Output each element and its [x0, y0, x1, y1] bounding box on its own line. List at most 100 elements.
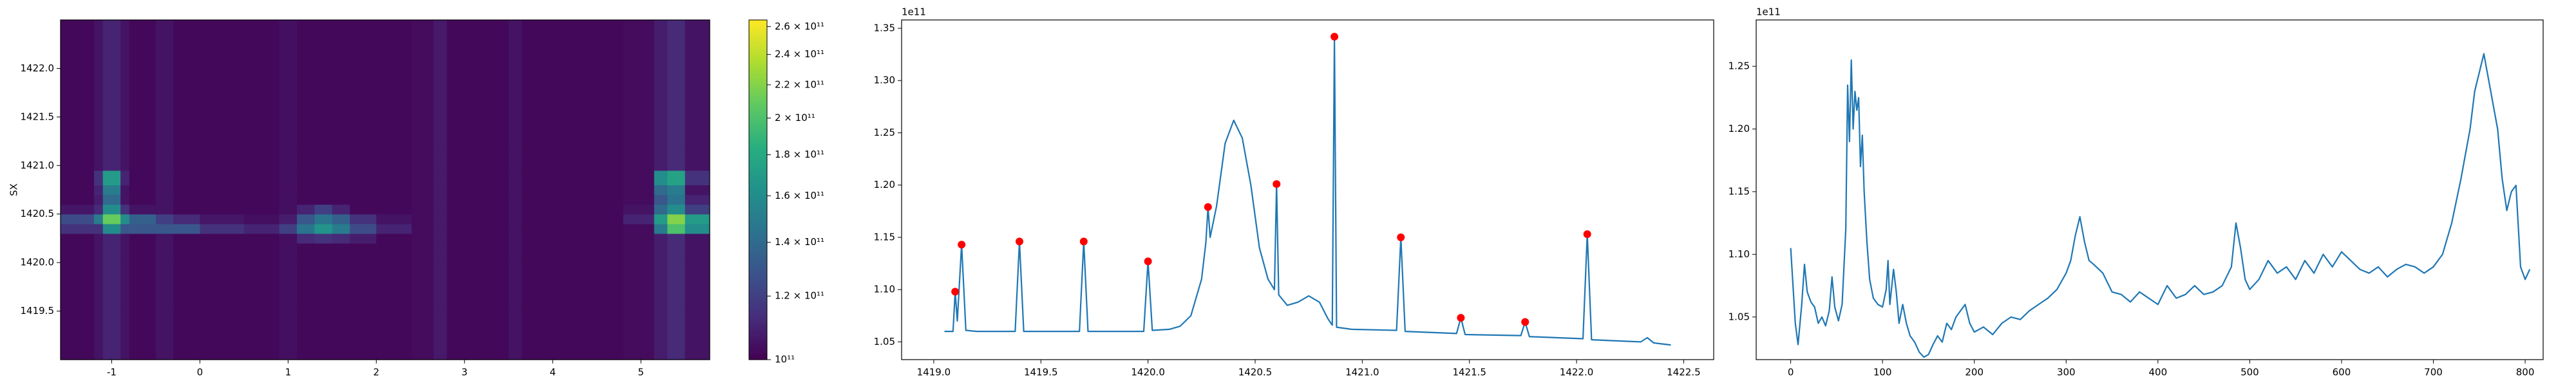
heatmap-cell: [446, 20, 483, 59]
colorbar-gradient: [749, 337, 767, 340]
heatmap-cell: [522, 185, 571, 196]
colorbar-gradient: [749, 152, 767, 155]
colorbar-gradient: [749, 72, 767, 75]
heatmap-cell: [94, 20, 104, 59]
heatmap-cell: [482, 311, 509, 360]
heatmap-cell: [446, 185, 483, 196]
heatmap-cell: [570, 59, 624, 98]
colorbar-gradient: [749, 279, 767, 282]
heatmap-cell: [433, 170, 448, 186]
colorbar-tick-label: 1.6 × 10¹¹: [775, 190, 824, 201]
heatmap-cell: [482, 214, 509, 225]
heatmap-cell: [155, 262, 174, 312]
heatmap-cell: [482, 59, 509, 98]
x-tick-label: 200: [1965, 367, 1984, 378]
heatmap-cell: [350, 97, 377, 147]
colorbar-gradient: [749, 137, 767, 140]
colorbar-gradient: [749, 156, 767, 158]
heatmap-cell: [654, 243, 668, 263]
heatmap-cell: [482, 194, 509, 205]
y-tick-label: 1.15: [1728, 185, 1750, 197]
heatmap-cell: [243, 97, 280, 147]
heatmap-cell: [279, 311, 298, 360]
heatmap-cell: [314, 204, 333, 215]
colorbar-gradient: [749, 91, 767, 94]
colorbar-gradient: [749, 147, 767, 150]
colorbar-gradient: [749, 349, 767, 352]
colorbar-gradient: [749, 188, 767, 190]
heatmap-cell: [297, 170, 316, 186]
x-tick-label: 5: [638, 367, 644, 378]
colorbar-gradient: [749, 278, 767, 280]
colorbar-gradient: [749, 120, 767, 122]
heatmap-cell: [376, 146, 412, 171]
y-tick-label: 1.20: [874, 179, 895, 190]
heatmap-cell: [102, 204, 121, 215]
heatmap-cell: [200, 214, 245, 225]
colorbar-gradient: [749, 201, 767, 204]
heatmap-cell: [314, 194, 333, 205]
heatmap-cell: [279, 214, 298, 225]
heatmap-cell: [376, 243, 412, 263]
heatmap-cell: [412, 170, 434, 186]
heatmap-cell: [482, 146, 509, 171]
colorbar-gradient: [749, 354, 767, 357]
colorbar-gradient: [749, 310, 767, 313]
heatmap-cell: [200, 233, 245, 244]
heatmap-cell: [129, 146, 156, 171]
heatmap-cell: [446, 194, 483, 205]
colorbar-gradient: [749, 336, 767, 338]
colorbar-gradient: [749, 276, 767, 279]
colorbar-gradient: [749, 213, 767, 216]
heatmap-cell: [120, 20, 130, 59]
heatmap-cell: [623, 214, 655, 225]
x-tick-label: 1419.0: [917, 367, 951, 378]
colorbar-gradient: [749, 145, 767, 148]
heatmap-cell: [200, 59, 245, 98]
data-line: [944, 35, 1671, 346]
colorbar-gradient: [749, 249, 767, 252]
colorbar-gradient: [749, 127, 767, 129]
heatmap-cell: [522, 243, 571, 263]
heatmap-cell: [685, 214, 710, 225]
heatmap-cell: [685, 262, 710, 312]
colorbar-gradient: [749, 28, 767, 31]
colorbar-gradient: [749, 32, 767, 34]
heatmap-cell: [94, 233, 104, 244]
heatmap-cell: [654, 204, 668, 215]
colorbar-gradient: [749, 109, 767, 113]
heatmap-cell: [243, 214, 280, 225]
heatmap-cell: [412, 233, 434, 244]
heatmap-cell: [433, 311, 448, 360]
colorbar-gradient: [749, 162, 767, 165]
heatmap-cell: [412, 311, 434, 360]
heatmap-cell: [102, 262, 121, 312]
heatmap-cell: [102, 311, 121, 360]
heatmap-cell: [173, 185, 200, 196]
heatmap-cell: [376, 214, 412, 225]
heatmap-cell: [129, 97, 156, 147]
heatmap-cell: [433, 243, 448, 263]
heatmap-cell: [508, 204, 522, 215]
heatmap-cell: [243, 146, 280, 171]
colorbar-gradient: [749, 286, 767, 289]
heatmap-cell: [243, 204, 280, 215]
heatmap-cell: [667, 214, 686, 225]
heatmap-cell: [654, 20, 668, 59]
heatmap-cell: [129, 311, 156, 360]
heatmap-cell: [654, 262, 668, 312]
colorbar-gradient: [749, 140, 767, 143]
heatmap-cell: [522, 59, 571, 98]
heatmap-cell: [155, 214, 174, 225]
heatmap-cell: [200, 204, 245, 215]
colorbar-gradient: [749, 203, 767, 206]
colorbar-gradient: [749, 235, 767, 238]
colorbar-gradient: [749, 128, 767, 131]
colorbar-gradient: [749, 196, 767, 199]
heatmap-cell: [94, 97, 104, 147]
heatmap-cell: [482, 20, 509, 59]
heatmap-cell: [61, 59, 95, 98]
colorbar-gradient: [749, 264, 767, 267]
colorbar-gradient: [749, 234, 767, 236]
heatmap-cell: [667, 223, 686, 234]
